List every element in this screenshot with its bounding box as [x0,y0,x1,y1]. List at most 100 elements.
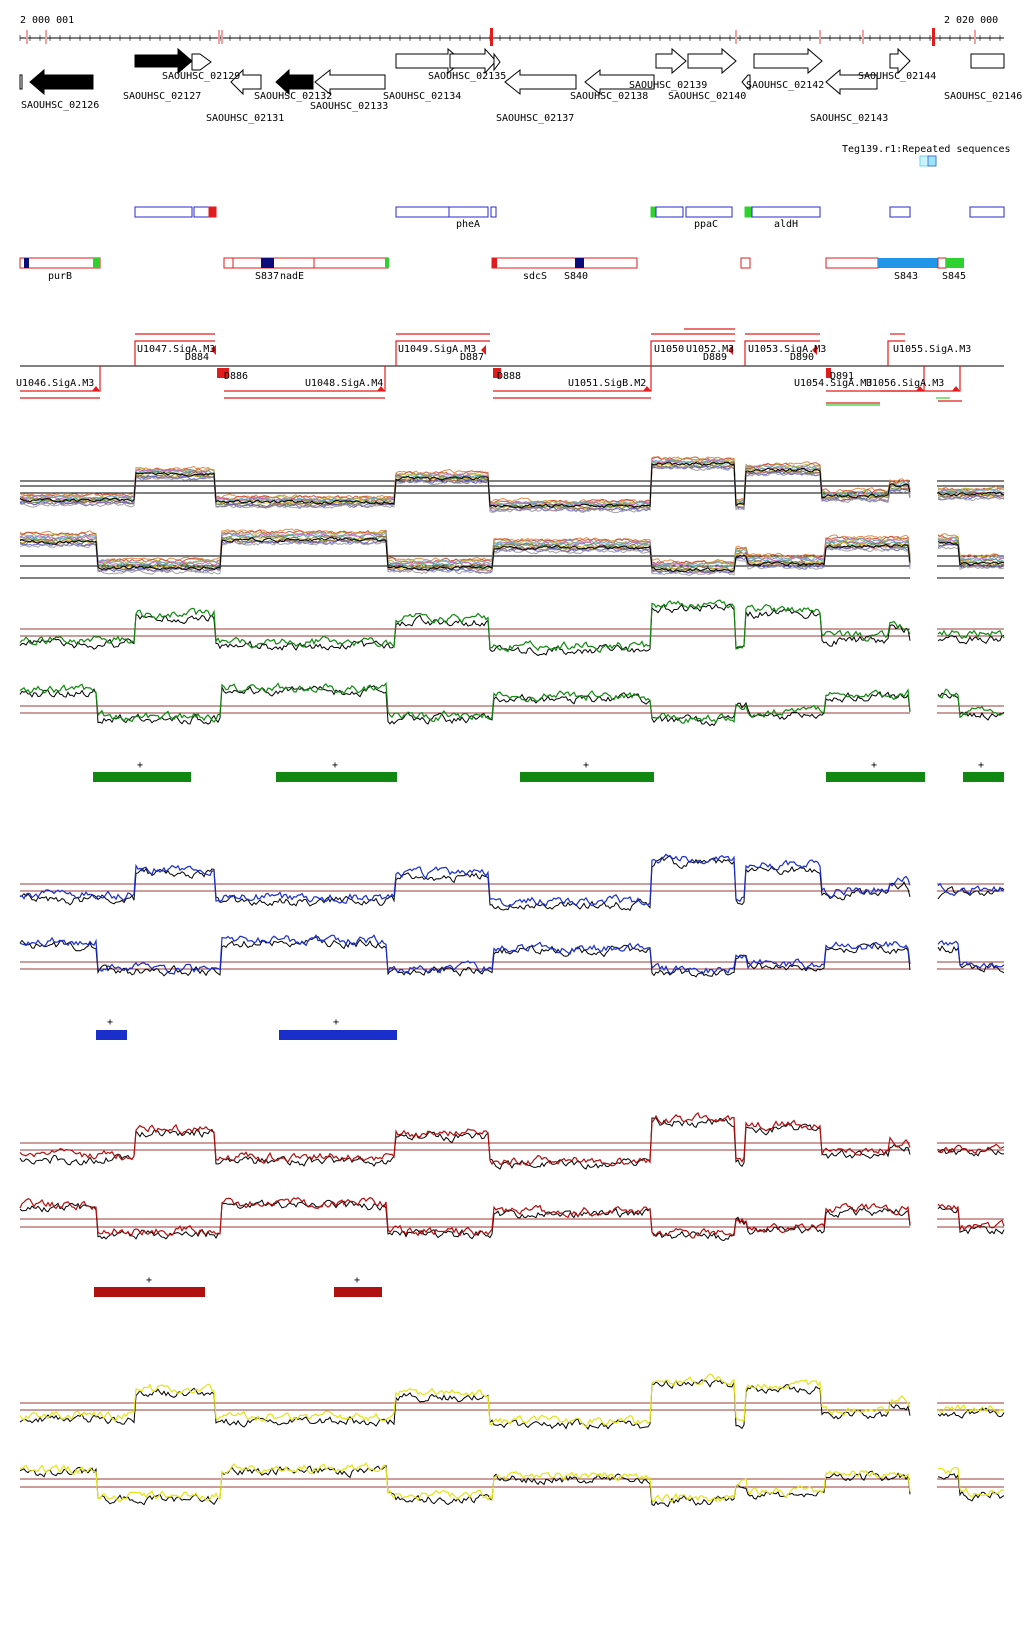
gene-arrow[interactable] [584,68,655,96]
feature-box[interactable] [490,206,497,218]
feature-box[interactable] [385,258,389,268]
gene-arrow[interactable] [889,47,911,75]
gene-label[interactable]: SAOUHSC_02146 [944,91,1022,102]
feature-box[interactable] [744,206,753,218]
promoter-label[interactable]: U1046.SigA.M3 [16,378,94,389]
terminator-label[interactable]: D886 [224,371,248,382]
promoter-label[interactable]: U1048.SigA.M4 [305,378,383,389]
terminator-label[interactable]: D890 [790,352,814,363]
segment-bar[interactable] [96,1030,127,1040]
feature-box[interactable] [825,257,879,269]
feature-box[interactable] [685,206,733,218]
gene-arrow[interactable] [753,47,823,75]
promoter-label[interactable]: U1047.SigA.M3 [137,344,215,355]
gene-arrow[interactable] [449,47,497,75]
feature-box[interactable] [93,258,100,268]
segment-bar[interactable] [334,1287,382,1297]
gene-arrow[interactable] [655,47,687,75]
feature-box[interactable] [24,258,29,268]
feature-box[interactable] [889,206,911,218]
gene-arrow[interactable] [230,68,262,96]
gene-label[interactable]: SAOUHSC_02133 [310,101,388,112]
feature-label[interactable]: aldH [774,219,798,230]
feature-label[interactable]: S837 [255,271,279,282]
feature-label[interactable]: pheA [456,219,480,230]
feature-box[interactable] [208,206,217,218]
feature-box[interactable] [134,206,193,218]
segment-bar[interactable] [94,1287,205,1297]
feature-box[interactable] [740,257,751,269]
promoter-label[interactable]: U1054.SigA.M3 [794,378,872,389]
feature-box[interactable] [969,206,1005,218]
feature-label[interactable]: S845 [942,271,966,282]
gene-arrow[interactable] [825,68,878,96]
promoter-label[interactable]: U1050 [654,344,684,355]
feature-box[interactable] [223,257,389,269]
gene-label[interactable]: SAOUHSC_02138 [570,91,648,102]
repeat-box[interactable] [927,155,937,167]
gene-label[interactable]: SAOUHSC_02127 [123,91,201,102]
gene-arrow[interactable] [493,52,501,72]
gene-arrow[interactable] [191,53,212,71]
terminator-label[interactable]: D884 [185,352,209,363]
gene-arrow[interactable] [19,74,23,90]
segment-bar[interactable] [276,772,397,782]
feature-box[interactable] [492,258,497,268]
feature-box[interactable] [575,258,584,268]
feature-box[interactable] [878,258,938,268]
gene-label[interactable]: SAOUHSC_02134 [383,91,461,102]
gene-label[interactable]: SAOUHSC_02142 [746,80,824,91]
promoter-label[interactable]: U1052.M3 [686,344,734,355]
gene-arrow[interactable] [29,68,94,96]
gene-arrow[interactable] [134,47,193,75]
gene-label[interactable]: SAOUHSC_02137 [496,113,574,124]
gene-label[interactable]: SAOUHSC_02139 [629,80,707,91]
gene-label[interactable]: SAOUHSC_02129 [162,71,240,82]
gene-label[interactable]: SAOUHSC_02135 [428,71,506,82]
gene-arrow[interactable] [504,68,577,96]
segment-bar[interactable] [93,772,191,782]
feature-box[interactable] [491,257,638,269]
repeat-label[interactable]: Teg139.r1:Repeated sequences [842,144,1011,155]
feature-label[interactable]: S840 [564,271,588,282]
terminator-label[interactable]: D891 [830,371,854,382]
gene-label[interactable]: SAOUHSC_02140 [668,91,746,102]
feature-label[interactable]: S843 [894,271,918,282]
terminator-label[interactable]: D888 [497,371,521,382]
feature-box[interactable] [395,206,450,218]
terminator-label[interactable]: D889 [703,352,727,363]
feature-box[interactable] [193,206,210,218]
gene-arrow[interactable] [314,68,386,96]
feature-label[interactable]: ppaC [694,219,718,230]
feature-label[interactable]: sdcS [523,271,547,282]
feature-box[interactable] [655,206,684,218]
gene-arrow[interactable] [275,68,314,96]
promoter-label[interactable]: U1056.SigA.M3 [866,378,944,389]
feature-box[interactable] [751,206,821,218]
gene-arrow[interactable] [741,74,751,90]
gene-label[interactable]: SAOUHSC_02126 [21,100,99,111]
gene-arrow[interactable] [687,47,737,75]
promoter-label[interactable]: U1055.SigA.M3 [893,344,971,355]
feature-label[interactable]: nadE [280,271,304,282]
promoter-label[interactable]: U1051.SigB.M2 [568,378,646,389]
feature-label[interactable]: purB [48,271,72,282]
segment-bar[interactable] [826,772,925,782]
gene-label[interactable]: SAOUHSC_02131 [206,113,284,124]
gene-arrow[interactable] [970,53,1005,69]
promoter-label[interactable]: U1053.SigA.M3 [748,344,826,355]
gene-label[interactable]: SAOUHSC_02144 [858,71,936,82]
segment-bar[interactable] [520,772,654,782]
feature-box[interactable] [937,257,947,269]
gene-label[interactable]: SAOUHSC_02132 [254,91,332,102]
feature-box[interactable] [650,206,657,218]
segment-bar[interactable] [963,772,1004,782]
feature-box[interactable] [946,258,964,268]
gene-label[interactable]: SAOUHSC_02143 [810,113,888,124]
feature-box[interactable] [448,206,489,218]
terminator-label[interactable]: D887 [460,352,484,363]
promoter-label[interactable]: U1049.SigA.M3 [398,344,476,355]
feature-box[interactable] [19,257,101,269]
feature-box[interactable] [261,258,274,268]
segment-bar[interactable] [279,1030,397,1040]
